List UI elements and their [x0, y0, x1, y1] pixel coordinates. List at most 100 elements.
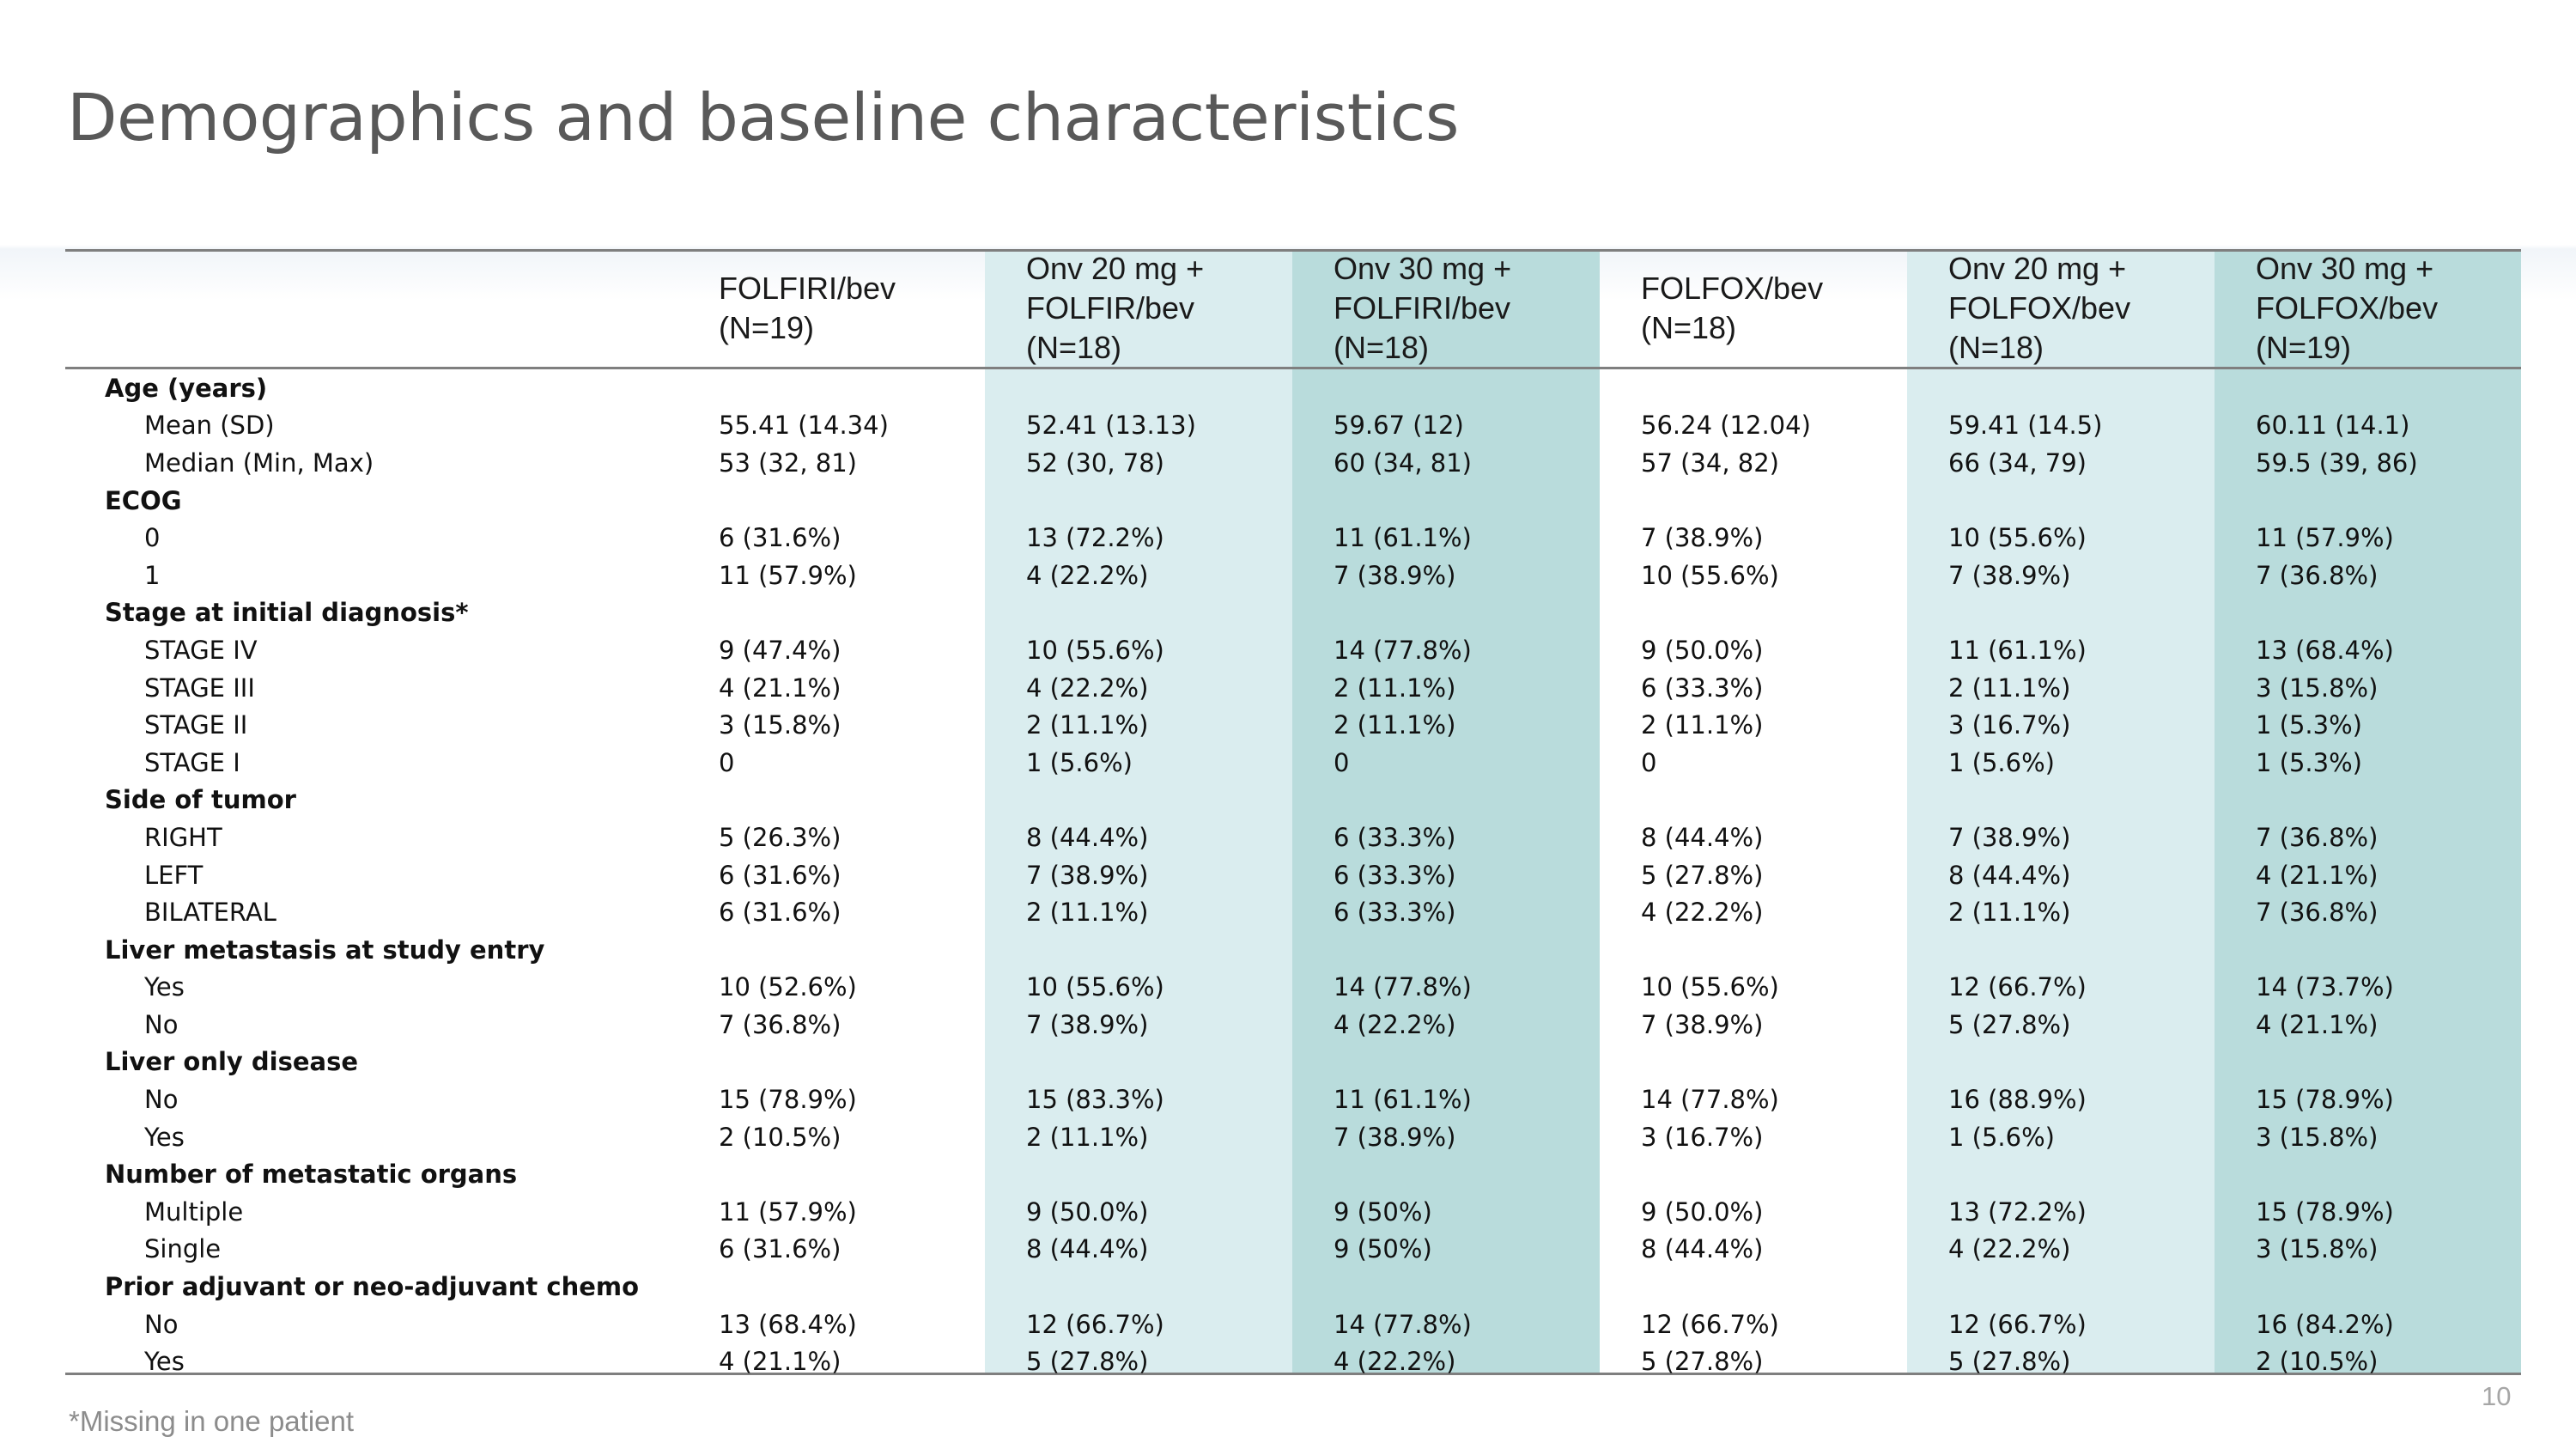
- value-cell: 8 (44.4%): [1026, 1234, 1149, 1264]
- column-header: Onv 30 mg + FOLFOX/bev (N=19): [2256, 249, 2548, 367]
- value-cell: 3 (16.7%): [1948, 710, 2071, 740]
- value-cell: [719, 482, 1026, 520]
- value-cell: 4 (21.1%): [719, 1347, 841, 1377]
- value-cell: [1334, 931, 1641, 969]
- value-cell: 12 (66.7%): [1641, 1309, 1779, 1339]
- value-cell: 15 (78.9%): [2256, 1196, 2394, 1227]
- value-cell: 9 (50%): [1334, 1196, 1432, 1227]
- page-number: 10: [2482, 1381, 2512, 1411]
- value-cell: [1026, 931, 1334, 969]
- value-cell: 11 (57.9%): [2256, 523, 2394, 553]
- value-cell: [1334, 369, 1641, 407]
- value-cell: 8 (44.4%): [1948, 860, 2071, 890]
- value-cell: [2256, 782, 2521, 819]
- column-header: Onv 20 mg + FOLFOX/bev (N=18): [1948, 249, 2240, 367]
- value-cell: 6 (31.6%): [719, 1234, 841, 1264]
- table-row: BILATERAL 6 (31.6%) 2 (11.1%) 6 (33.3%) 4 (2…: [65, 893, 2521, 931]
- column-header-line: (N=19): [2256, 329, 2352, 365]
- value-cell: 59.5 (39, 86): [2256, 447, 2418, 478]
- value-cell: [2256, 482, 2521, 520]
- group-label: Prior adjuvant or neo-adjuvant chemo: [105, 1272, 640, 1302]
- column-header-line: Onv 20 mg +: [1948, 250, 2127, 286]
- value-cell: [1948, 594, 2256, 632]
- value-cell: 0: [719, 747, 735, 777]
- group-label: Liver only disease: [105, 1047, 359, 1077]
- value-cell: 14 (77.8%): [1334, 972, 1472, 1002]
- column-header-line: (N=18): [1948, 329, 2044, 365]
- value-cell: [1641, 482, 1948, 520]
- value-cell: [1948, 782, 2256, 819]
- value-cell: [719, 1268, 1026, 1306]
- value-cell: [2256, 1044, 2521, 1081]
- value-cell: 4 (21.1%): [2256, 1009, 2379, 1039]
- value-cell: [719, 931, 1026, 969]
- value-cell: 7 (38.9%): [1026, 1009, 1149, 1039]
- table-row: Yes 2 (10.5%) 2 (11.1%) 7 (38.9%) 3 (16.7%) 1…: [65, 1118, 2521, 1156]
- table-row: RIGHT 5 (26.3%) 8 (44.4%) 6 (33.3%) 8 (44.4%…: [65, 819, 2521, 856]
- value-cell: [1026, 1268, 1334, 1306]
- group-label: Side of tumor: [105, 785, 296, 815]
- value-cell: [1641, 1268, 1948, 1306]
- value-cell: 1 (5.6%): [1948, 1122, 2055, 1152]
- value-cell: 4 (22.2%): [1026, 673, 1149, 703]
- value-cell: 13 (68.4%): [719, 1309, 857, 1339]
- value-cell: 6 (31.6%): [719, 898, 841, 928]
- row-label: Multiple: [144, 1196, 244, 1227]
- value-cell: 6 (33.3%): [1641, 673, 1764, 703]
- value-cell: 2 (11.1%): [1334, 710, 1456, 740]
- value-cell: [1641, 1044, 1948, 1081]
- value-cell: 4 (22.2%): [1641, 898, 1764, 928]
- header-rule: [65, 367, 2521, 369]
- value-cell: [1026, 1044, 1334, 1081]
- value-cell: 2 (11.1%): [1334, 673, 1456, 703]
- value-cell: 13 (68.4%): [2256, 635, 2394, 665]
- group-row: Stage at initial diagnosis*: [65, 594, 2521, 632]
- value-cell: [719, 1155, 1026, 1193]
- group-row: Prior adjuvant or neo-adjuvant chemo: [65, 1268, 2521, 1306]
- column-header: Onv 20 mg + FOLFIR/bev (N=18): [1026, 249, 1318, 367]
- value-cell: 2 (10.5%): [2256, 1347, 2379, 1377]
- value-cell: [719, 1044, 1026, 1081]
- value-cell: 7 (38.9%): [1948, 560, 2071, 590]
- table-row: STAGE IV 9 (47.4%) 10 (55.6%) 14 (77.8%) 9 (…: [65, 631, 2521, 669]
- value-cell: 1 (5.3%): [2256, 747, 2362, 777]
- row-label: Yes: [144, 1122, 185, 1152]
- value-cell: 10 (55.6%): [1948, 523, 2087, 553]
- value-cell: 10 (55.6%): [1026, 972, 1164, 1002]
- value-cell: [719, 594, 1026, 632]
- column-header-line: FOLFIR/bev: [1026, 289, 1195, 326]
- table-row: 1 11 (57.9%) 4 (22.2%) 7 (38.9%) 10 (55.6%) 7…: [65, 557, 2521, 594]
- group-label: Stage at initial diagnosis*: [105, 598, 469, 628]
- table-row: Multiple 11 (57.9%) 9 (50.0%) 9 (50%) 9 (50.…: [65, 1193, 2521, 1231]
- row-label: STAGE II: [144, 710, 248, 740]
- value-cell: 13 (72.2%): [1948, 1196, 2087, 1227]
- column-header-line: (N=18): [1641, 309, 1737, 345]
- value-cell: [1026, 594, 1334, 632]
- value-cell: 4 (21.1%): [2256, 860, 2379, 890]
- value-cell: [1334, 1268, 1641, 1306]
- row-label: Yes: [144, 1347, 185, 1377]
- value-cell: 2 (11.1%): [1026, 898, 1149, 928]
- value-cell: [1334, 482, 1641, 520]
- row-label: Yes: [144, 972, 185, 1002]
- table-row: Yes 10 (52.6%) 10 (55.6%) 14 (77.8%) 10 (55.…: [65, 969, 2521, 1007]
- value-cell: 53 (32, 81): [719, 447, 857, 478]
- value-cell: 10 (55.6%): [1641, 560, 1779, 590]
- row-label: LEFT: [144, 860, 204, 890]
- value-cell: 12 (66.7%): [1948, 1309, 2087, 1339]
- value-cell: 7 (36.8%): [2256, 898, 2379, 928]
- column-shade-onv30-folfox: [2215, 249, 2521, 1374]
- value-cell: 9 (50%): [1334, 1234, 1432, 1264]
- row-label: Mean (SD): [144, 411, 275, 441]
- group-label: Age (years): [105, 373, 268, 403]
- row-label: STAGE III: [144, 673, 255, 703]
- value-cell: 8 (44.4%): [1641, 1234, 1764, 1264]
- value-cell: 10 (55.6%): [1026, 635, 1164, 665]
- value-cell: 7 (36.8%): [2256, 560, 2379, 590]
- value-cell: 7 (38.9%): [1334, 560, 1456, 590]
- value-cell: 4 (22.2%): [1334, 1347, 1456, 1377]
- value-cell: 14 (73.7%): [2256, 972, 2394, 1002]
- value-cell: 9 (47.4%): [719, 635, 841, 665]
- value-cell: 6 (33.3%): [1334, 822, 1456, 852]
- value-cell: 5 (27.8%): [1641, 860, 1764, 890]
